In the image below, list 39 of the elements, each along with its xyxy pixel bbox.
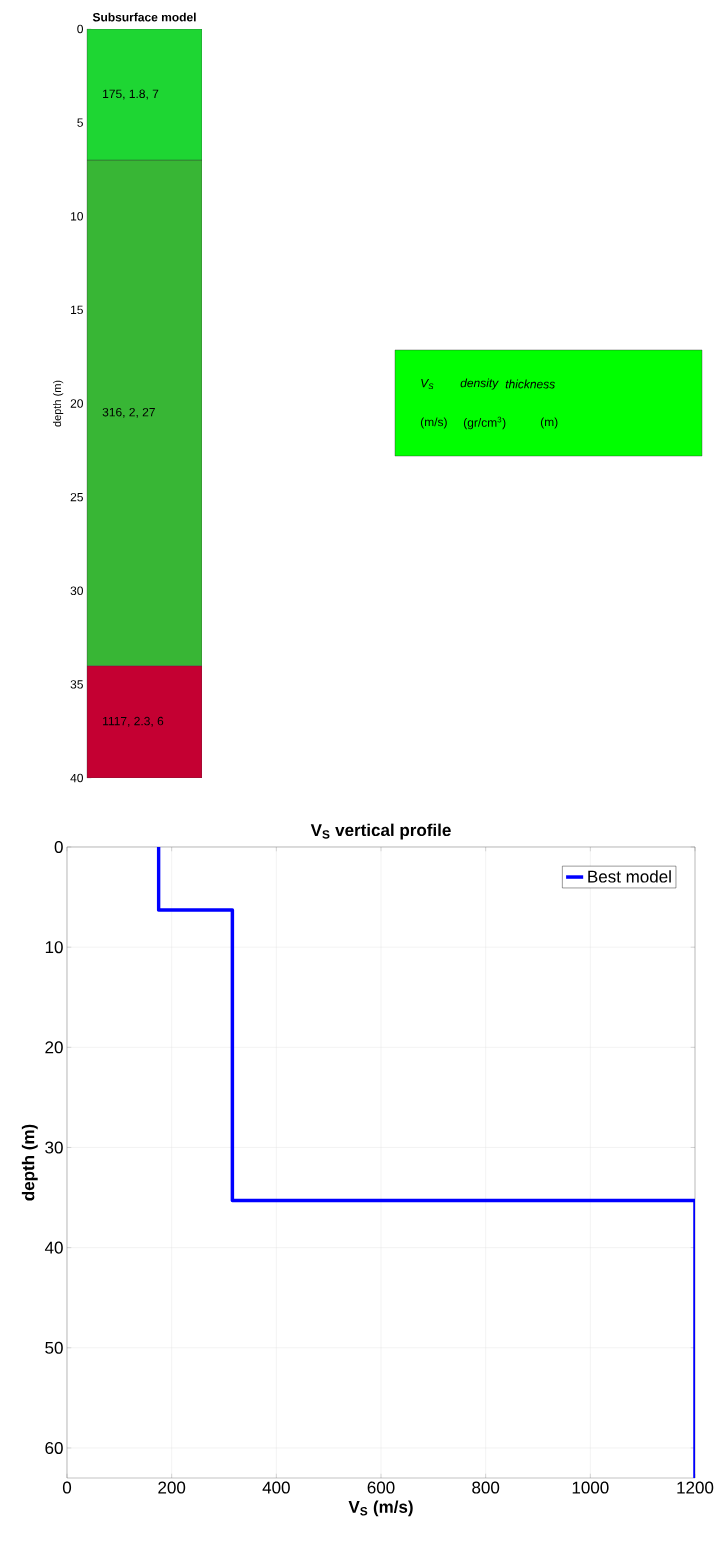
y-axis-title: depth (m) [21, 1124, 38, 1201]
y-tick-label: 25 [70, 492, 83, 502]
text: (gr/cm$^{3}$) [463, 416, 506, 430]
x-tick-label: 0 [62, 1481, 72, 1494]
data-label: 175, 1.8, 7 [103, 89, 159, 100]
y-tick-label: 35 [70, 680, 83, 689]
text: thickness [505, 379, 555, 389]
y-tick-label: 30 [70, 586, 83, 595]
y-tick-label: 15 [71, 305, 83, 315]
y-tick-label: 40 [70, 773, 83, 783]
x-tick-label: 1200 [677, 1481, 714, 1494]
data-label: 1117, 2.3, 6 [103, 716, 164, 727]
y-tick-label: 60 [45, 1441, 63, 1454]
text: density [460, 378, 499, 390]
y-axis-title: depth (m) [53, 380, 64, 427]
chart-title: V$_{S}$ vertical profile [310, 823, 451, 840]
x-tick-label: 600 [367, 1481, 395, 1494]
y-tick-label: 20 [70, 399, 83, 408]
y-tick-label: 20 [45, 1041, 63, 1054]
chart-title: Subsurface model [92, 12, 196, 22]
legend-label: Best model [588, 870, 671, 883]
x-axis-title: V$_{S}$ (m/s) [348, 1500, 413, 1517]
x-tick-label: 200 [158, 1481, 186, 1494]
y-tick-label: 50 [45, 1341, 63, 1354]
y-tick-label: 40 [44, 1241, 63, 1254]
x-tick-label: 800 [472, 1481, 500, 1494]
y-tick-label: 10 [71, 212, 83, 221]
x-tick-label: 400 [262, 1481, 290, 1494]
y-tick-label: 5 [77, 118, 83, 127]
x-tick-label: 1000 [572, 1481, 609, 1494]
data-label: 316, 2, 27 [102, 407, 155, 418]
text: (m) [540, 417, 558, 429]
y-tick-label: 10 [45, 941, 63, 954]
y-tick-label: 0 [54, 840, 63, 854]
y-tick-label: 0 [77, 24, 83, 34]
y-tick-label: 30 [45, 1141, 63, 1154]
text: V$_{S}$ [421, 378, 434, 390]
line-series [156, 847, 695, 1478]
text: (m/s) [420, 417, 447, 429]
